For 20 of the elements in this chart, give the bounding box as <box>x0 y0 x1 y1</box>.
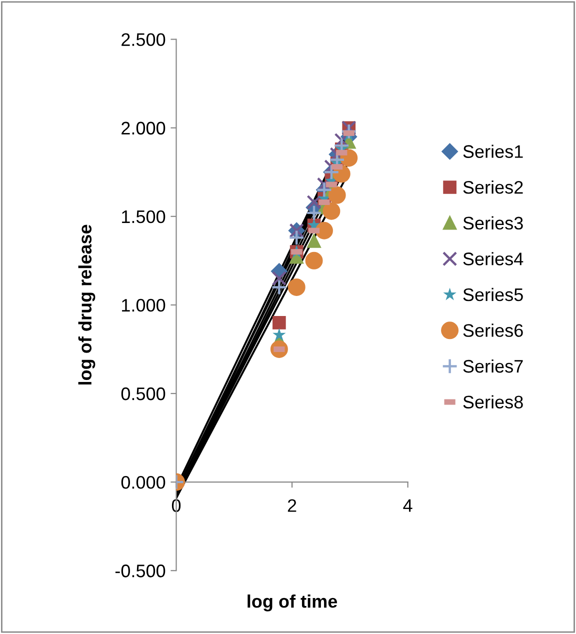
legend-label: Series7 <box>463 359 523 373</box>
x-tick-label: 0 <box>172 499 181 512</box>
legend-label: Series8 <box>463 395 523 408</box>
y-tick-label: 2.000 <box>122 122 166 135</box>
y-tick-label: 0.000 <box>121 476 166 489</box>
x-tick-label: 2 <box>288 499 296 512</box>
x-axis-title: log of time <box>248 594 338 612</box>
x-tick-label: 4 <box>403 499 412 512</box>
y-tick-label: 1.500 <box>122 210 166 224</box>
legend-label: Series5 <box>463 288 523 302</box>
legend-label: Series6 <box>463 324 523 337</box>
y-tick-label: 2.500 <box>122 33 166 46</box>
y-axis-title: log of drug release <box>78 224 96 384</box>
y-tick-label: 0.500 <box>121 387 166 400</box>
y-tick-label: 1.000 <box>122 298 166 312</box>
legend-label: Series3 <box>463 216 523 230</box>
legend-label: Series2 <box>463 180 523 194</box>
legend-label: Series4 <box>463 252 524 266</box>
legend-label: Series1 <box>463 144 523 158</box>
y-tick-label: -0.500 <box>115 564 166 578</box>
